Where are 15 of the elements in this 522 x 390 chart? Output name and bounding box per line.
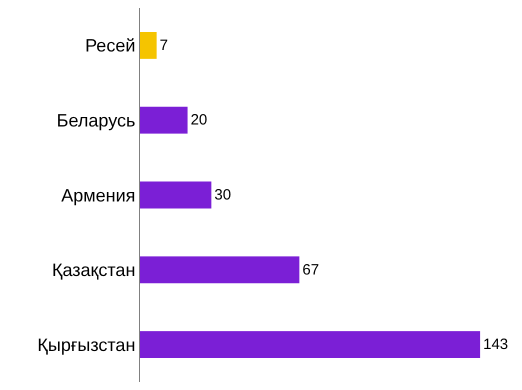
y-tick-label: Қырғызстан [37,334,136,355]
y-tick-label: Беларусь [56,110,136,130]
data-label: 143 [483,336,508,354]
bar [140,32,157,59]
data-label: 7 [160,36,168,54]
data-label: 30 [214,186,232,204]
y-tick-label: Қазақстан [52,260,136,280]
y-tick-label: Ресей [85,36,136,56]
bar [140,256,300,284]
bar [140,106,188,134]
bar [140,182,212,208]
data-label: 20 [190,112,208,129]
y-tick-label: Армения [61,185,136,206]
data-label: 67 [302,261,320,278]
bar [140,331,480,358]
